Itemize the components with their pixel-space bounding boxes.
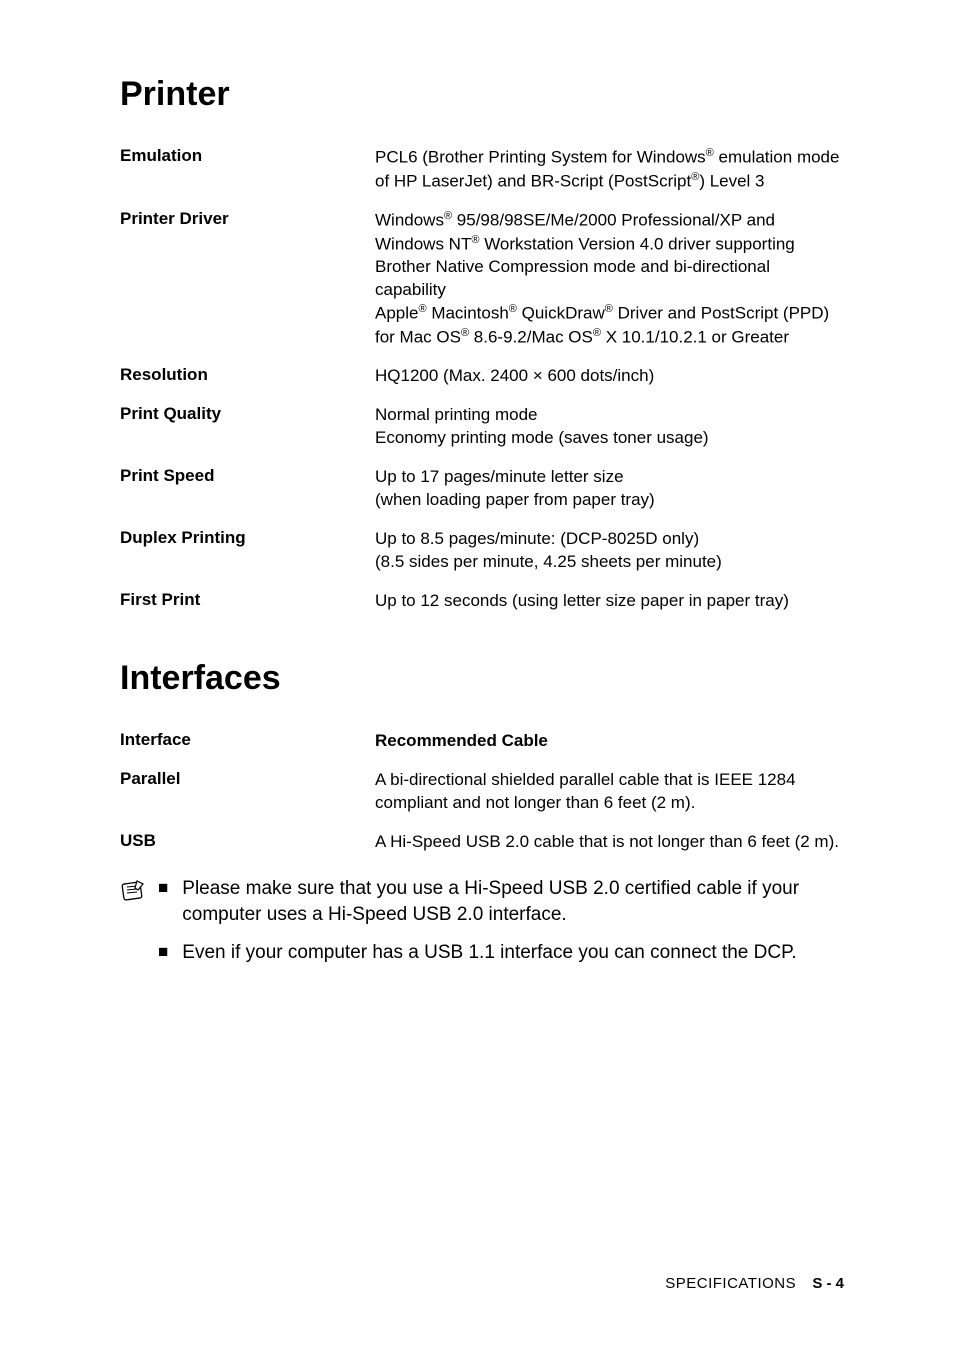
spec-value: Up to 12 seconds (using letter size pape… [375, 590, 844, 613]
note-text: Even if your computer has a USB 1.1 inte… [182, 940, 844, 966]
spec-label: USB [120, 831, 375, 854]
spec-value: A bi-directional shielded parallel cable… [375, 769, 844, 815]
spec-value: Windows® 95/98/98SE/Me/2000 Professional… [375, 209, 844, 349]
note-item: ■ Even if your computer has a USB 1.1 int… [158, 940, 844, 966]
spec-row: Print SpeedUp to 17 pages/minute letter … [120, 466, 844, 512]
spec-value: Normal printing modeEconomy printing mod… [375, 404, 844, 450]
note-item: ■ Please make sure that you use a Hi-Spee… [158, 876, 844, 928]
section-title-printer: Printer [120, 75, 844, 114]
spec-label: Parallel [120, 769, 375, 815]
interfaces-specs: InterfaceRecommended CableParallelA bi-d… [120, 730, 844, 854]
spec-value: A Hi-Speed USB 2.0 cable that is not lon… [375, 831, 844, 854]
spec-label: Print Speed [120, 466, 375, 512]
spec-row: Printer DriverWindows® 95/98/98SE/Me/200… [120, 209, 844, 349]
footer-label: SPECIFICATIONS [665, 1275, 796, 1292]
spec-label: Duplex Printing [120, 528, 375, 574]
spec-label: Emulation [120, 146, 375, 193]
spec-row: ParallelA bi-directional shielded parall… [120, 769, 844, 815]
spec-value: PCL6 (Brother Printing System for Window… [375, 146, 844, 193]
spec-value: HQ1200 (Max. 2400 × 600 dots/inch) [375, 365, 844, 388]
spec-value: Up to 17 pages/minute letter size(when l… [375, 466, 844, 512]
note-block: ■ Please make sure that you use a Hi-Spee… [120, 876, 844, 979]
bullet-icon: ■ [158, 940, 168, 966]
spec-row: Duplex PrintingUp to 8.5 pages/minute: (… [120, 528, 844, 574]
footer-page: S - 4 [812, 1275, 844, 1292]
note-text: Please make sure that you use a Hi-Speed… [182, 876, 844, 928]
spec-row: InterfaceRecommended Cable [120, 730, 844, 753]
section-title-interfaces: Interfaces [120, 659, 844, 698]
spec-row: ResolutionHQ1200 (Max. 2400 × 600 dots/i… [120, 365, 844, 388]
spec-value: Recommended Cable [375, 730, 844, 753]
note-icon [120, 876, 146, 979]
spec-label: Interface [120, 730, 375, 753]
spec-label: First Print [120, 590, 375, 613]
spec-row: First PrintUp to 12 seconds (using lette… [120, 590, 844, 613]
note-items: ■ Please make sure that you use a Hi-Spee… [158, 876, 844, 979]
bullet-icon: ■ [158, 876, 168, 928]
spec-row: Print QualityNormal printing modeEconomy… [120, 404, 844, 450]
spec-row: USBA Hi-Speed USB 2.0 cable that is not … [120, 831, 844, 854]
spec-row: EmulationPCL6 (Brother Printing System f… [120, 146, 844, 193]
spec-label: Printer Driver [120, 209, 375, 349]
printer-specs: EmulationPCL6 (Brother Printing System f… [120, 146, 844, 613]
spec-label: Resolution [120, 365, 375, 388]
spec-value: Up to 8.5 pages/minute: (DCP-8025D only)… [375, 528, 844, 574]
spec-label: Print Quality [120, 404, 375, 450]
page-footer: SPECIFICATIONS S - 4 [665, 1275, 844, 1292]
